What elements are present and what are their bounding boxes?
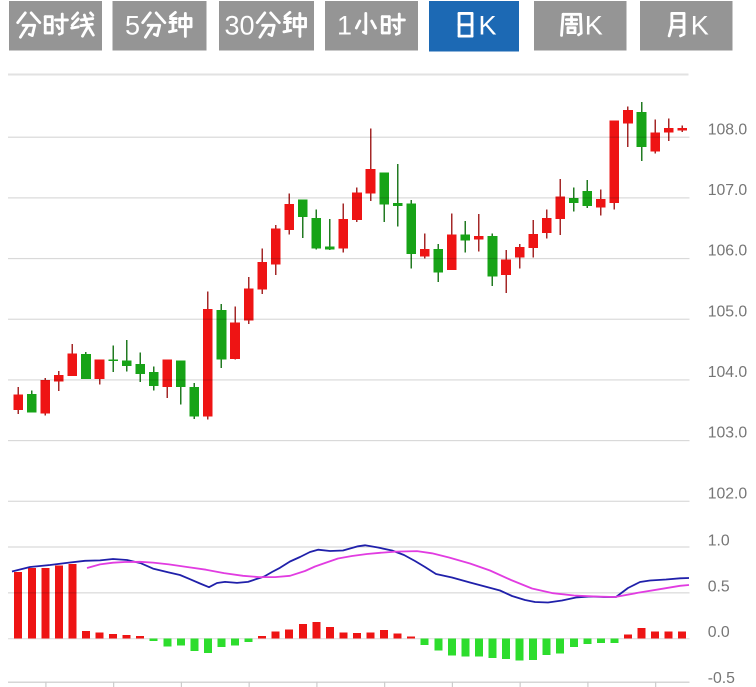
svg-text:-0.5: -0.5 [708,670,735,687]
svg-text:0: 0 [240,10,255,40]
svg-text:0.0: 0.0 [708,624,730,641]
svg-text:K: K [691,10,709,40]
svg-text:1.0: 1.0 [708,532,730,549]
svg-text:102.0: 102.0 [708,485,748,502]
svg-text:105.0: 105.0 [708,303,748,320]
svg-text:108.0: 108.0 [708,121,748,138]
svg-text:0.5: 0.5 [708,578,730,595]
svg-text:3: 3 [224,10,239,40]
svg-text:K: K [585,10,603,40]
svg-text:104.0: 104.0 [708,364,748,381]
svg-text:106.0: 106.0 [708,243,748,260]
svg-text:107.0: 107.0 [708,182,748,199]
svg-text:1: 1 [337,10,352,40]
svg-text:5: 5 [125,10,140,40]
svg-text:103.0: 103.0 [708,425,748,442]
svg-text:K: K [479,10,497,40]
